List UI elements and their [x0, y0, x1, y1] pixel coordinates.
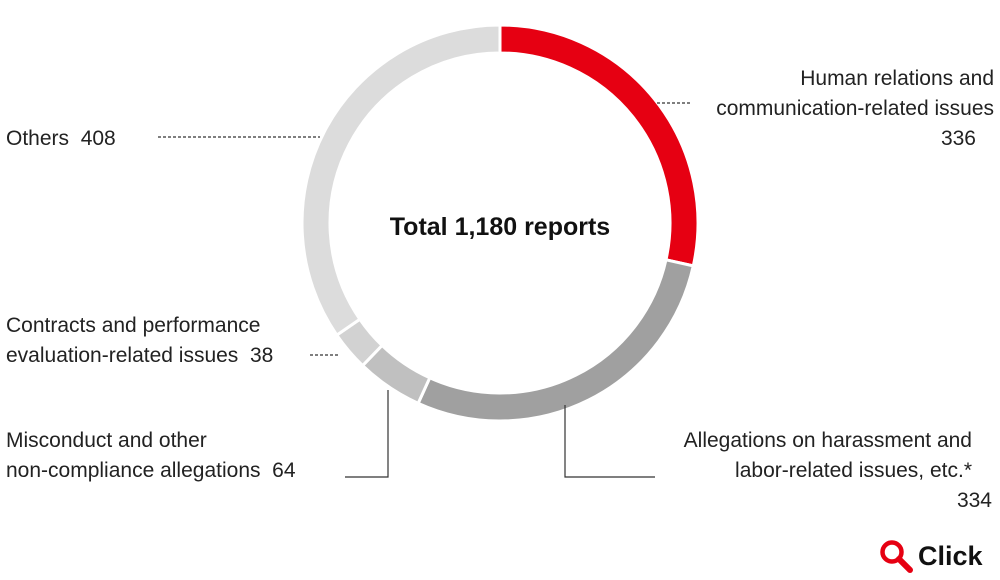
- label-misconduct-value: 64: [272, 459, 296, 482]
- label-harassment-line2: labor-related issues, etc.*: [735, 459, 972, 482]
- label-contracts: Contracts and performance evaluation-rel…: [6, 311, 273, 371]
- label-human-relations: Human relations and communication-relate…: [716, 64, 994, 154]
- magnifier-icon: [880, 540, 913, 573]
- label-misconduct-line1: Misconduct and other: [6, 429, 207, 452]
- label-contracts-line1: Contracts and performance: [6, 314, 261, 337]
- label-others-value: 408: [80, 127, 116, 150]
- leader-line-harassment: [564, 405, 655, 478]
- slice-harassment: [416, 258, 696, 423]
- label-harassment-value: 334: [956, 489, 992, 512]
- label-others: Others 408: [6, 124, 116, 154]
- click-button-label: Click: [918, 540, 983, 571]
- label-misconduct: Misconduct and other non-compliance alle…: [6, 426, 296, 486]
- total-reports-label: Total 1,180 reports: [389, 213, 611, 241]
- label-contracts-value: 38: [249, 344, 274, 367]
- label-human-value: 336: [940, 127, 976, 150]
- label-harassment: Allegations on harassment and labor-rela…: [684, 426, 972, 486]
- donut-slices: [300, 23, 700, 423]
- label-human-line2: communication-related issues: [716, 97, 994, 120]
- label-others-name: Others: [6, 127, 70, 150]
- label-contracts-line2: evaluation-related issues: [6, 344, 239, 367]
- leader-line-misconduct: [345, 390, 389, 478]
- label-harassment-line1: Allegations on harassment and: [683, 429, 972, 452]
- click-button[interactable]: Click: [878, 536, 996, 576]
- slice-others: [300, 23, 502, 338]
- label-misconduct-line2: non-compliance allegations: [6, 459, 261, 482]
- leader-lines: [158, 102, 690, 478]
- label-human-line1: Human relations and: [800, 67, 994, 90]
